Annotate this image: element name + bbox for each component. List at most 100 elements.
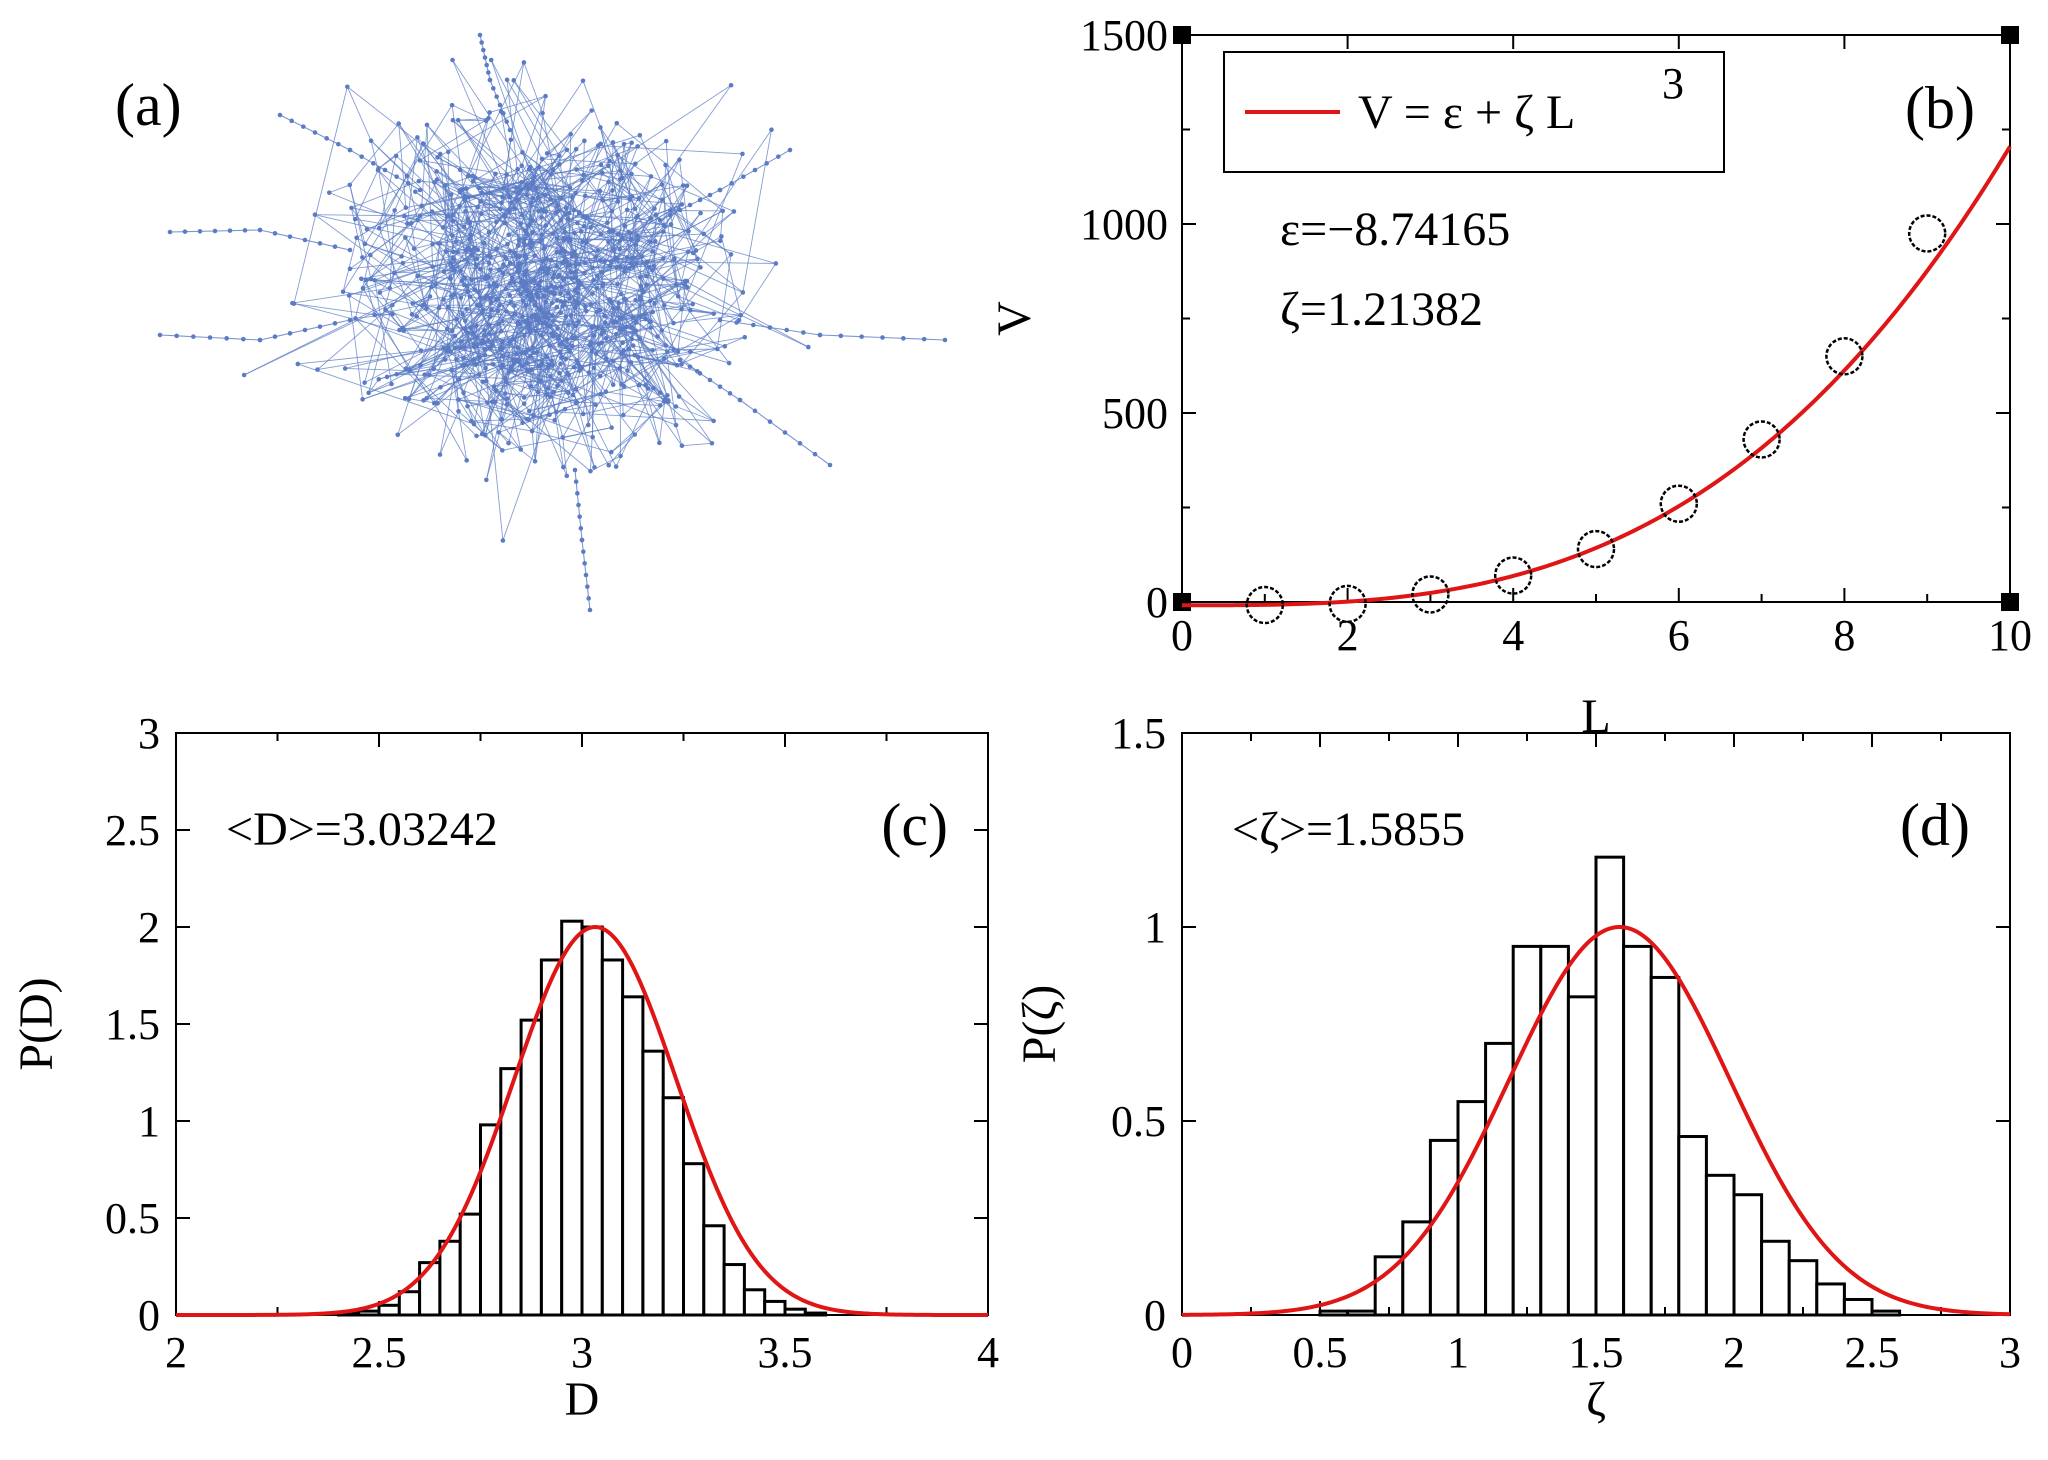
network-edge (493, 263, 519, 284)
network-node (582, 270, 587, 276)
network-node (661, 276, 666, 281)
panel-a-network: (a) (115, 32, 948, 613)
histogram-bar (418, 1261, 442, 1317)
gaussian-fit (1181, 925, 2011, 1317)
network-edge (541, 158, 636, 165)
network-edge (517, 192, 532, 203)
network-node (680, 183, 686, 188)
network-node (422, 302, 427, 307)
network-node (419, 203, 425, 209)
network-node (445, 304, 451, 310)
network-edge (542, 113, 566, 233)
network-node (565, 291, 571, 296)
network-node (606, 239, 611, 245)
network-node (500, 185, 506, 191)
network-node (630, 315, 636, 320)
network-node (551, 333, 556, 339)
network-edge (661, 329, 718, 350)
network-node (773, 261, 779, 266)
network-node (406, 181, 411, 186)
network-edge (354, 169, 379, 220)
network-node (576, 502, 581, 508)
network-node (326, 190, 332, 195)
histogram-bar (580, 925, 604, 1317)
histogram-bar (438, 1239, 462, 1317)
network-node (364, 226, 370, 232)
network-edge (485, 367, 512, 481)
network-node (516, 254, 522, 260)
network-edge (602, 283, 606, 317)
network-node (442, 183, 448, 189)
network-node (441, 345, 446, 351)
network-node (556, 334, 561, 340)
network-node (519, 180, 524, 185)
network-edge (342, 237, 358, 292)
network-node (518, 291, 523, 297)
network-node (549, 358, 555, 363)
network-edge (349, 123, 400, 186)
network-edge (589, 344, 614, 362)
network-node (483, 118, 489, 123)
y-tick-label: 1.5 (105, 1000, 160, 1049)
network-edge (226, 337, 244, 340)
network-node (515, 345, 521, 350)
network-node (340, 289, 346, 295)
network-edge (453, 275, 487, 296)
network-node (610, 140, 616, 145)
network-edge (532, 238, 564, 348)
network-node (591, 278, 596, 283)
network-node (519, 212, 525, 218)
network-edge (493, 386, 533, 432)
network-edge (650, 199, 663, 242)
network-node (635, 144, 640, 149)
legend-label: V = ε + ζ L (1358, 86, 1575, 139)
network-node (598, 391, 603, 397)
network-node (451, 292, 457, 298)
network-node (827, 462, 833, 468)
network-edge (516, 359, 568, 477)
network-edge (529, 211, 540, 244)
network-edge (541, 149, 568, 160)
network-edge (784, 432, 801, 444)
network-node (563, 344, 568, 349)
network-edge (675, 406, 714, 422)
network-edge (433, 368, 460, 380)
network-node (720, 208, 726, 214)
network-edge (451, 254, 472, 268)
network-node (324, 136, 329, 141)
network-edge (585, 217, 653, 271)
network-edge (349, 184, 372, 280)
network-node (617, 365, 623, 371)
network-edge (639, 299, 658, 337)
network-edge (630, 362, 665, 402)
network-node (554, 249, 560, 255)
network-edge (409, 369, 477, 437)
network-node (429, 284, 434, 290)
network-node (544, 354, 550, 359)
network-node (502, 213, 508, 219)
network-edge (663, 284, 686, 306)
network-edge (501, 361, 520, 369)
network-node (446, 149, 451, 155)
network-node (548, 257, 554, 263)
network-edge (677, 251, 689, 297)
network-node (584, 214, 590, 220)
network-edge (628, 231, 674, 324)
network-node (601, 328, 607, 334)
network-node (572, 467, 578, 473)
network-edge (663, 231, 776, 264)
network-edge (636, 185, 684, 219)
network-node (458, 295, 464, 300)
network-node (366, 390, 371, 396)
network-edge (521, 95, 546, 166)
network-node (569, 194, 575, 200)
network-edge (435, 221, 454, 285)
network-node (415, 273, 420, 279)
network-node (511, 279, 517, 285)
network-node (560, 277, 566, 282)
network-node (532, 458, 538, 464)
y-tick-label: 0.5 (1111, 1097, 1166, 1146)
network-edge (555, 149, 577, 213)
network-edge (556, 237, 612, 262)
